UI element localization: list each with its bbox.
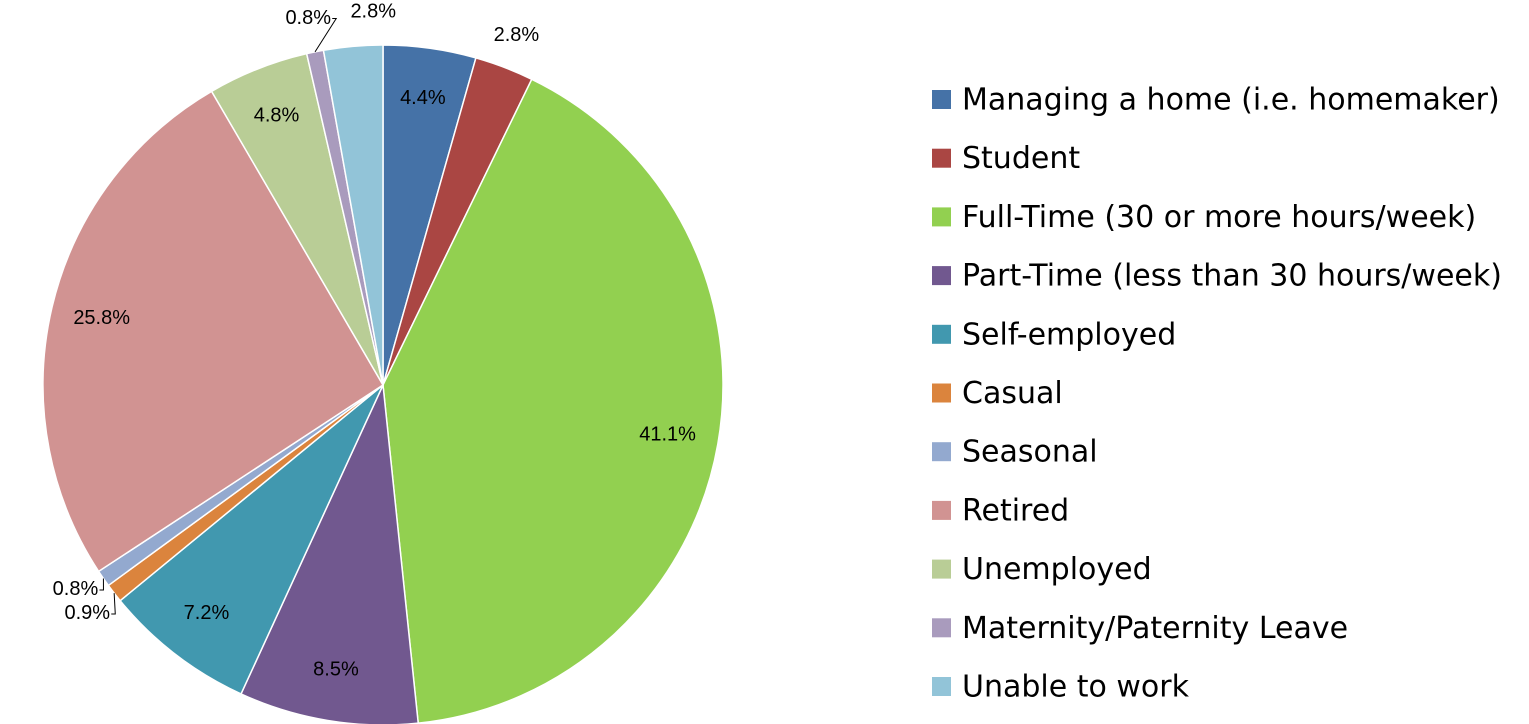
legend-label: Unemployed xyxy=(962,552,1152,587)
pie-slice xyxy=(42,90,385,573)
data-label: 4.8% xyxy=(254,105,300,127)
data-label: 0.8% xyxy=(285,7,331,29)
data-label: 0.8% xyxy=(53,578,99,600)
legend-swatch xyxy=(932,90,951,109)
leader-line xyxy=(99,578,104,591)
legend-swatch xyxy=(932,442,951,462)
legend-label: Full-Time (30 or more hours/week) xyxy=(962,200,1476,235)
legend-label: Self-employed xyxy=(962,317,1176,352)
pie-slice xyxy=(119,384,384,695)
leader-line xyxy=(314,18,338,53)
legend-label: Seasonal xyxy=(962,435,1098,470)
legend-swatch xyxy=(932,677,951,696)
legend-label: Casual xyxy=(962,376,1063,411)
legend-swatch xyxy=(932,500,951,520)
pie-slice xyxy=(322,44,384,386)
legend-label: Maternity/Paternity Leave xyxy=(962,611,1348,646)
legend-label: Managing a home (i.e. homemaker) xyxy=(962,83,1500,118)
data-label: 8.5% xyxy=(313,658,359,680)
legend-label: Unable to work xyxy=(962,670,1190,705)
legend-swatch xyxy=(932,324,951,344)
legend-label: Student xyxy=(962,141,1080,176)
data-label: 0.9% xyxy=(64,602,110,624)
data-label: 41.1% xyxy=(639,423,696,445)
data-label: 25.8% xyxy=(73,307,130,329)
legend-label: Retired xyxy=(962,493,1069,528)
legend-swatch xyxy=(932,559,951,579)
pie-slice xyxy=(382,78,724,724)
data-label: 4.4% xyxy=(400,87,446,109)
legend-swatch xyxy=(932,618,951,638)
legend-swatch xyxy=(932,207,951,227)
legend-label: Part-Time (less than 30 hours/week) xyxy=(962,259,1502,294)
data-label: 2.8% xyxy=(350,1,396,23)
data-label: 2.8% xyxy=(494,24,540,46)
legend-swatch xyxy=(932,148,951,168)
legend-swatch xyxy=(932,383,951,403)
leader-line xyxy=(111,593,116,615)
legend-swatch xyxy=(932,266,951,286)
data-label: 7.2% xyxy=(184,602,230,624)
